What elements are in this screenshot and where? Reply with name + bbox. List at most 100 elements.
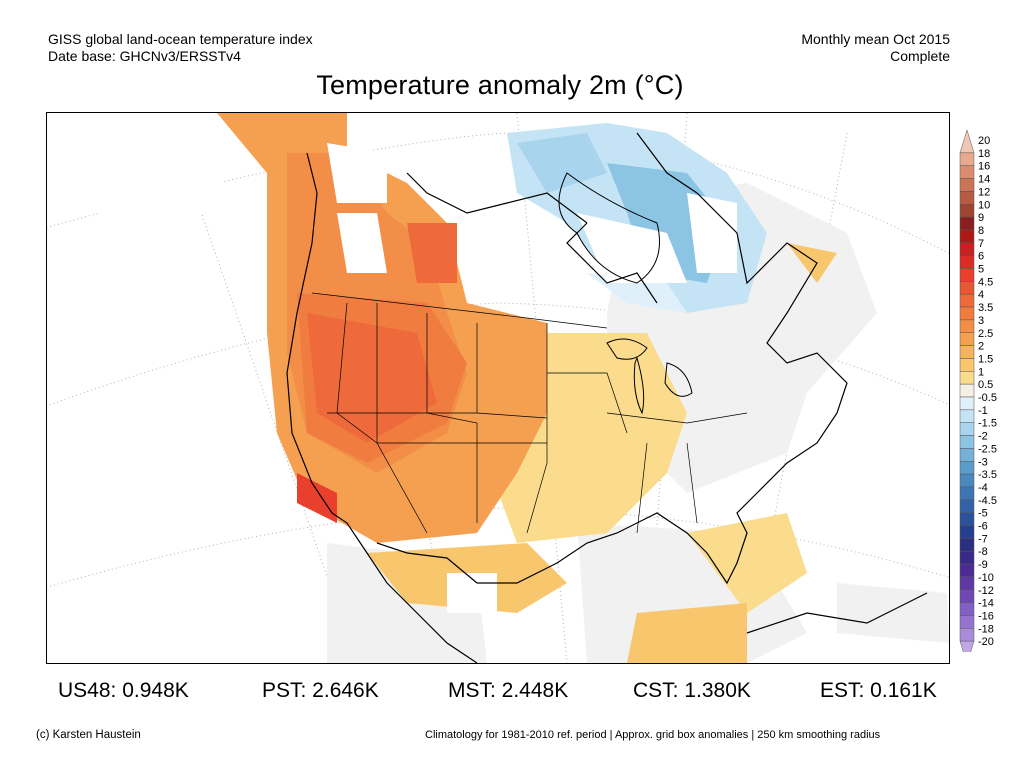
legend-label: 5 (978, 264, 984, 276)
map-canvas (47, 113, 949, 663)
legend-label: 9 (978, 212, 984, 224)
legend-label: 6 (978, 251, 984, 263)
legend-swatch (959, 461, 975, 475)
legend-label: 4.5 (978, 276, 993, 288)
legend-label: 18 (978, 148, 990, 160)
legend-swatch (959, 204, 975, 218)
legend-label: -18 (978, 623, 994, 635)
data-base: Date base: GHCNv3/ERSSTv4 (48, 48, 241, 64)
legend-label: 7 (978, 238, 984, 250)
legend-label: -1.5 (978, 418, 997, 430)
legend-label: -5 (978, 508, 988, 520)
legend-label: -0.5 (978, 392, 997, 404)
legend-label: 2.5 (978, 328, 993, 340)
legend-swatch (959, 332, 975, 346)
legend-label: 3 (978, 315, 984, 327)
legend-label: 1.5 (978, 353, 993, 365)
legend-swatch (959, 512, 975, 526)
legend-label: 8 (978, 225, 984, 237)
header-left: GISS global land-ocean temperature index… (48, 31, 313, 65)
legend-swatch (959, 293, 975, 308)
legend-label: -2.5 (978, 443, 997, 455)
stat-mst: MST: 2.448K (448, 679, 569, 702)
legend-swatch (959, 473, 975, 488)
lakes (558, 172, 693, 415)
legend-label: -8 (978, 546, 988, 558)
legend-swatches (959, 129, 975, 652)
legend-label: 2 (978, 341, 984, 353)
stat-cst: CST: 1.380K (633, 679, 751, 702)
legend-swatch (959, 242, 975, 256)
coastlines (286, 132, 928, 663)
legend-swatch (959, 576, 975, 590)
legend-swatch (959, 216, 975, 231)
legend-swatch (959, 358, 975, 372)
legend-label: 3.5 (978, 302, 993, 314)
legend-swatch (959, 396, 975, 411)
map-title: Temperature anomaly 2m (°C) (316, 70, 684, 100)
color-legend: 201816141210987654.543.532.521.510.5-0.5… (959, 129, 997, 652)
header-right: Monthly mean Oct 2015 Complete (801, 31, 950, 65)
stat-pst: PST: 2.646K (262, 679, 379, 702)
legend-swatch (959, 129, 975, 154)
legend-label: -20 (978, 636, 994, 648)
legend-swatch (959, 345, 975, 359)
legend-label: -10 (978, 572, 994, 584)
legend-swatch (959, 383, 975, 398)
legend-swatch (959, 422, 975, 436)
legend-swatch (959, 615, 975, 629)
legend-swatch (959, 255, 975, 269)
legend-label: 14 (978, 174, 990, 186)
methodology-note: Climatology for 1981-2010 ref. period | … (425, 729, 881, 741)
legend-swatch (959, 435, 975, 449)
legend-swatch (959, 371, 975, 385)
anomaly-field (47, 113, 949, 663)
legend-label: 12 (978, 186, 990, 198)
legend-label: -3.5 (978, 469, 997, 481)
legend-swatch (959, 589, 975, 603)
legend-label: -9 (978, 559, 988, 571)
legend-labels: 201816141210987654.543.532.521.510.5-0.5… (978, 135, 997, 648)
legend-label: 10 (978, 199, 990, 211)
legend-label: -4 (978, 482, 988, 494)
legend-swatch (959, 640, 975, 652)
legend-label: -2 (978, 431, 988, 443)
legend-label: 16 (978, 161, 990, 173)
stat-us48: US48: 0.948K (58, 679, 189, 702)
legend-swatch (959, 486, 975, 501)
legend-swatch (959, 538, 975, 552)
legend-label: -6 (978, 521, 988, 533)
legend-label: -1 (978, 405, 988, 417)
legend-label: -14 (978, 598, 994, 610)
anomaly-map (46, 112, 950, 664)
legend-swatch (959, 448, 975, 462)
legend-swatch (959, 409, 975, 423)
legend-swatch (959, 229, 975, 244)
dataset-title: GISS global land-ocean temperature index (48, 31, 313, 47)
legend-swatch (959, 268, 975, 282)
copyright: (c) Karsten Haustein (36, 729, 141, 741)
legend-swatch (959, 165, 975, 179)
period-label: Monthly mean Oct 2015 (801, 31, 950, 47)
legend-label: 4 (978, 289, 984, 301)
legend-label: -12 (978, 585, 994, 597)
legend-swatch (959, 152, 975, 166)
state-borders (311, 292, 748, 534)
legend-swatch (959, 306, 975, 321)
legend-label: 1 (978, 366, 984, 378)
legend-label: -7 (978, 533, 988, 545)
legend-label: -3 (978, 456, 988, 468)
stat-est: EST: 0.161K (820, 679, 937, 702)
legend-swatch (959, 550, 975, 565)
legend-swatch (959, 281, 975, 295)
completeness-label: Complete (890, 48, 950, 64)
legend-swatch (959, 499, 975, 513)
legend-swatch (959, 602, 975, 616)
legend-swatch (959, 525, 975, 539)
legend-swatch (959, 191, 975, 205)
legend-swatch (959, 563, 975, 578)
legend-label: -16 (978, 610, 994, 622)
legend-label: -4.5 (978, 495, 997, 507)
legend-label: 0.5 (978, 379, 993, 391)
legend-swatch (959, 178, 975, 192)
